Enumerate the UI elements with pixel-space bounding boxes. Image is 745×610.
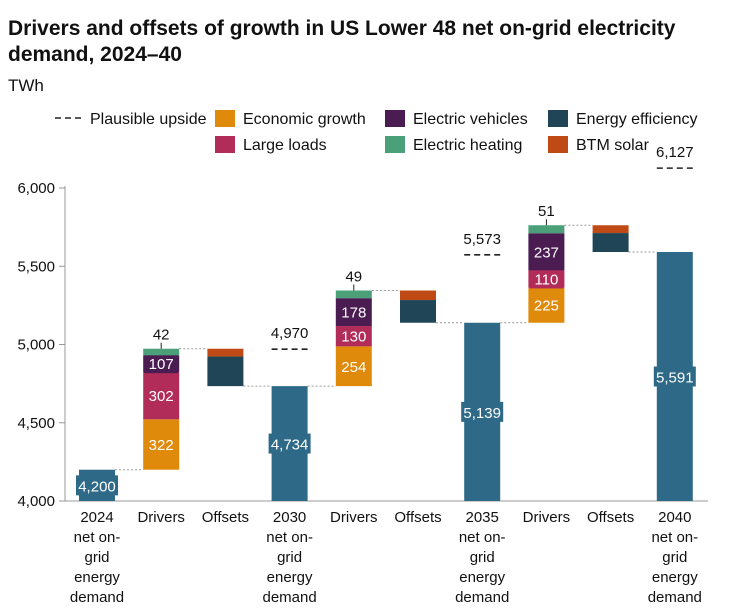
total-label-bg <box>461 401 504 422</box>
segment-label-heat: 42 <box>153 327 170 344</box>
offset-segment-btm <box>592 225 629 234</box>
segment-label-large: 110 <box>534 271 558 288</box>
x-category-label: energy <box>74 569 120 586</box>
upside-label: 5,573 <box>463 231 501 248</box>
x-category-label: demand <box>70 589 124 606</box>
x-category-label: grid <box>84 549 109 566</box>
y-tick-label: 5,500 <box>17 258 55 275</box>
offset-segment-ee <box>592 233 629 253</box>
x-category-label: Offsets <box>394 509 441 526</box>
y-tick-label: 6,000 <box>17 180 55 197</box>
x-category-label: Offsets <box>202 509 249 526</box>
x-category-label: net on- <box>651 529 698 546</box>
segment-label-bg <box>529 269 564 289</box>
legend-label-large: Large loads <box>243 137 327 154</box>
legend-swatch-heat <box>385 136 405 153</box>
upside-label: 4,970 <box>271 325 309 342</box>
x-category-label: Drivers <box>137 509 185 526</box>
segment-label-bg <box>336 356 371 376</box>
segment-label-large: 130 <box>341 329 366 346</box>
x-category-label: demand <box>648 589 702 606</box>
legend-swatch-ee <box>548 110 568 127</box>
x-category-label: 2030 <box>273 509 306 526</box>
total-label-bg <box>653 366 696 387</box>
x-category-label: Drivers <box>330 509 378 526</box>
segment-label-ev: 178 <box>341 305 366 322</box>
segment-label-bg <box>144 354 179 374</box>
legend-swatch-large <box>215 136 235 153</box>
driver-segment-heat <box>528 225 565 234</box>
segment-label-heat: 51 <box>538 203 555 220</box>
total-label: 4,734 <box>271 437 309 454</box>
segment-label-ev: 107 <box>149 356 174 373</box>
segment-label-econ: 322 <box>149 437 174 454</box>
segment-label-heat: 49 <box>345 269 362 286</box>
x-category-label: net on- <box>266 529 313 546</box>
segment-label-large: 302 <box>149 388 174 405</box>
x-category-label: net on- <box>74 529 121 546</box>
legend-swatch-econ <box>215 110 235 127</box>
offset-segment-ee <box>207 356 244 387</box>
segment-label-econ: 254 <box>341 359 366 376</box>
total-label-bg <box>268 433 311 454</box>
legend-swatch-ev <box>385 110 405 127</box>
y-tick-label: 4,000 <box>17 493 55 510</box>
unit-label: TWh <box>8 76 44 95</box>
total-label: 4,200 <box>78 478 116 495</box>
x-category-label: grid <box>470 549 495 566</box>
total-label-bg <box>76 475 118 496</box>
segment-label-bg <box>529 242 564 262</box>
segment-label-bg <box>336 302 371 322</box>
legend-label-econ: Economic growth <box>243 111 366 128</box>
x-category-label: 2040 <box>658 509 691 526</box>
legend-label-ee: Energy efficiency <box>576 111 698 128</box>
x-category-label: demand <box>455 589 509 606</box>
y-tick-label: 4,500 <box>17 415 55 432</box>
x-category-label: energy <box>267 569 313 586</box>
legend-label-upside: Plausible upside <box>90 111 207 128</box>
segment-label-bg <box>144 386 179 406</box>
total-label: 5,139 <box>463 405 501 422</box>
x-category-label: 2035 <box>466 509 499 526</box>
upside-label: 6,127 <box>656 144 694 161</box>
offset-segment-btm <box>207 348 244 357</box>
legend-label-heat: Electric heating <box>413 137 522 154</box>
x-category-label: 2024 <box>80 509 113 526</box>
segment-label-econ: 225 <box>534 298 559 315</box>
driver-segment-heat <box>335 290 372 299</box>
legend-label-ev: Electric vehicles <box>413 111 528 128</box>
segment-label-bg <box>144 435 179 455</box>
x-category-label: energy <box>459 569 505 586</box>
segment-label-bg <box>336 326 371 346</box>
x-category-label: Drivers <box>523 509 571 526</box>
total-label: 5,591 <box>656 370 694 387</box>
y-tick-label: 5,000 <box>17 337 55 354</box>
offset-segment-btm <box>400 290 436 301</box>
legend-swatch-btm <box>548 136 568 153</box>
chart-title: Drivers and offsets of growth in US Lowe… <box>8 17 676 66</box>
legend-label-btm: BTM solar <box>576 137 650 154</box>
segment-label-bg <box>529 295 564 315</box>
x-category-label: grid <box>662 549 687 566</box>
x-category-label: energy <box>652 569 698 586</box>
segment-label-ev: 237 <box>534 244 559 261</box>
offset-segment-ee <box>400 300 436 323</box>
driver-segment-heat <box>143 348 180 356</box>
x-category-label: demand <box>262 589 316 606</box>
x-category-label: Offsets <box>587 509 634 526</box>
x-category-label: net on- <box>459 529 506 546</box>
x-category-label: grid <box>277 549 302 566</box>
